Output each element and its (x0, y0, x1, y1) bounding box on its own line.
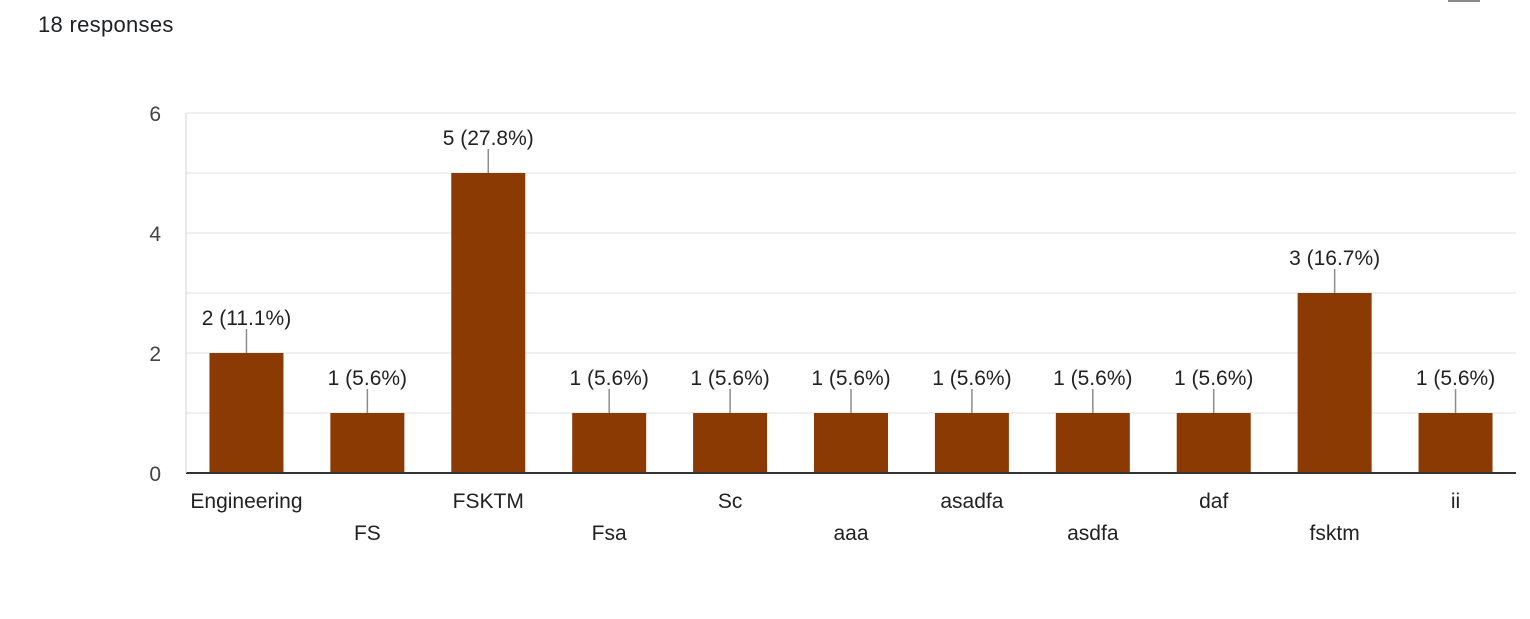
bar-fsktm[interactable] (1297, 293, 1372, 473)
bar-FS[interactable] (330, 413, 405, 473)
responses-count: 18 responses (38, 12, 174, 37)
data-label: 3 (16.7%) (1289, 247, 1380, 270)
x-tick-label: daf (1199, 490, 1228, 513)
y-tick-label: 0 (149, 463, 161, 486)
data-label: 1 (5.6%) (569, 367, 648, 390)
data-label: 1 (5.6%) (932, 367, 1011, 390)
x-tick-label: ii (1451, 490, 1460, 513)
x-tick-label: aaa (833, 522, 868, 545)
y-tick-label: 6 (149, 103, 161, 126)
data-label: 2 (11.1%) (202, 307, 292, 330)
x-tick-label: FS (354, 522, 381, 545)
y-axis-ticks: 0 2 4 6 (149, 103, 161, 486)
x-tick-label: Fsa (592, 522, 627, 545)
data-label: 1 (5.6%) (1416, 367, 1495, 390)
data-label: 1 (5.6%) (1174, 367, 1253, 390)
bar-Engineering[interactable] (209, 353, 284, 473)
data-label: 1 (5.6%) (811, 367, 890, 390)
bar-asdfa[interactable] (1055, 413, 1130, 473)
data-label: 1 (5.6%) (690, 367, 769, 390)
y-tick-label: 2 (149, 343, 161, 366)
bar-aaa[interactable] (814, 413, 888, 473)
data-label: 5 (27.8%) (443, 127, 534, 150)
data-label: 1 (5.6%) (328, 367, 407, 390)
bar-ii[interactable] (1418, 413, 1493, 473)
x-tick-label: Engineering (190, 490, 302, 513)
y-tick-label: 4 (149, 223, 161, 246)
data-labels: 2 (11.1%) 1 (5.6%) 5 (27.8%) 1 (5.6%) 1 (5.6… (202, 127, 1496, 390)
bars (209, 173, 1493, 473)
x-tick-label: fsktm (1310, 522, 1360, 545)
data-label: 1 (5.6%) (1053, 367, 1132, 390)
x-tick-label: Sc (718, 490, 743, 513)
x-axis-categories: Engineering FS FSKTM Fsa Sc aaa asadfa asdfa daf… (190, 490, 1460, 545)
x-tick-label: FSKTM (453, 490, 524, 513)
x-tick-label: asadfa (940, 490, 1003, 513)
menu-handle-icon[interactable] (1448, 0, 1480, 2)
data-label-leaders (245, 149, 1457, 413)
bar-FSKTM[interactable] (451, 173, 526, 473)
bar-daf[interactable] (1176, 413, 1251, 473)
bar-Fsa[interactable] (572, 413, 647, 473)
x-tick-label: asdfa (1067, 522, 1119, 545)
bar-Sc[interactable] (693, 413, 768, 473)
bar-asadfa[interactable] (934, 413, 1009, 473)
